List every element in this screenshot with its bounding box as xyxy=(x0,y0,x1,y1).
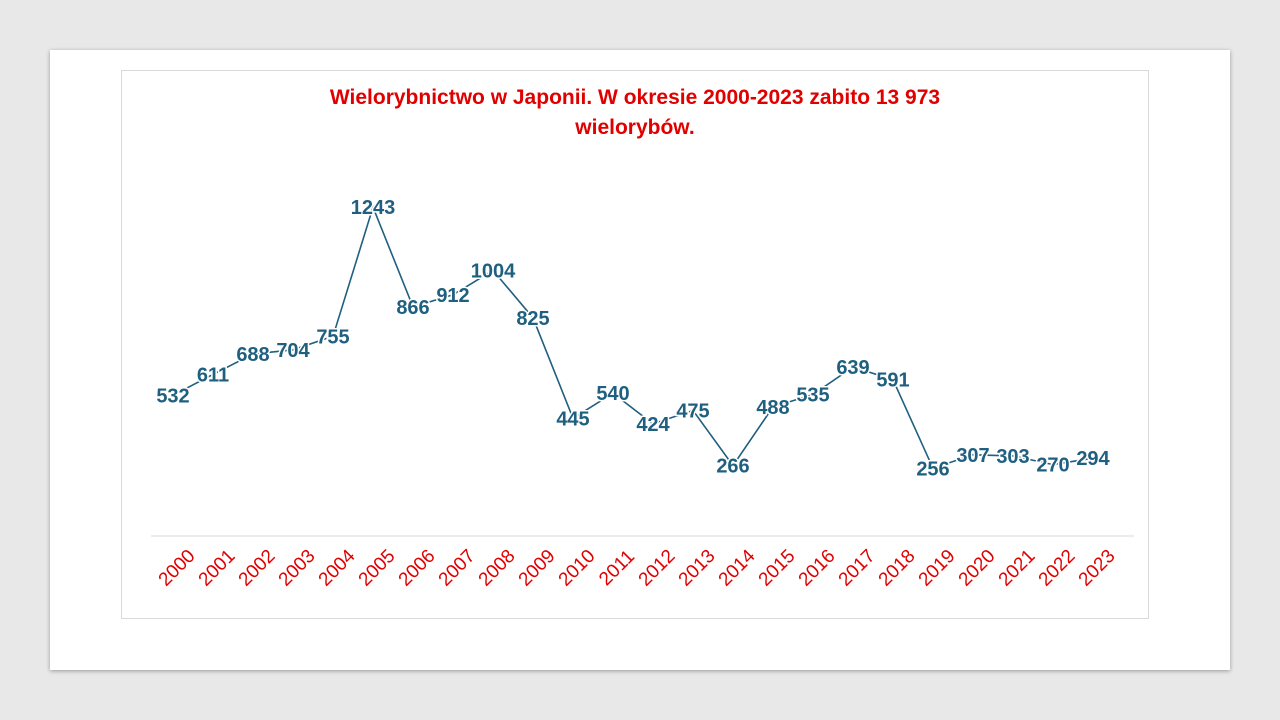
data-label-2015: 488 xyxy=(756,397,789,419)
data-point-2004 xyxy=(332,335,334,338)
x-tick-label-2002: 2002 xyxy=(235,546,280,591)
data-point-2016 xyxy=(812,393,814,396)
data-point-2015 xyxy=(772,405,774,408)
x-tick-label-2012: 2012 xyxy=(635,546,680,591)
data-point-2019 xyxy=(932,467,934,470)
data-label-2008: 1004 xyxy=(471,260,516,282)
x-tick-label-2020: 2020 xyxy=(955,546,1000,591)
data-label-2017: 639 xyxy=(836,357,869,379)
data-point-2003 xyxy=(292,348,294,351)
data-label-2003: 704 xyxy=(276,340,310,362)
data-label-2005: 1243 xyxy=(351,197,396,219)
data-label-2013: 475 xyxy=(676,400,709,422)
x-tick-label-2005: 2005 xyxy=(355,546,400,591)
x-tick-label-2015: 2015 xyxy=(755,546,800,591)
x-tick-label-2019: 2019 xyxy=(915,546,960,591)
x-tick-label-2021: 2021 xyxy=(995,546,1040,591)
x-tick-label-2014: 2014 xyxy=(715,545,760,590)
chart-frame: 532 611 688 704 755 1243 866 912 1004 825 445 540 42… xyxy=(121,70,1149,619)
data-point-2014 xyxy=(732,464,734,467)
x-tick-label-2009: 2009 xyxy=(515,546,560,591)
x-tick-label-2016: 2016 xyxy=(795,546,840,591)
data-point-2021 xyxy=(1012,454,1014,457)
x-tick-label-2008: 2008 xyxy=(475,546,520,591)
data-label-2000: 532 xyxy=(156,385,189,407)
data-point-2017 xyxy=(852,365,854,368)
data-point-2007 xyxy=(452,293,454,296)
data-point-2002 xyxy=(252,353,254,356)
x-tick-label-2003: 2003 xyxy=(275,546,320,591)
chart-title-line-1: Wielorybnictwo w Japonii. W okresie 2000… xyxy=(329,86,941,109)
data-point-2005 xyxy=(372,206,374,209)
data-point-2000 xyxy=(172,394,174,397)
x-tick-label-2022: 2022 xyxy=(1035,546,1080,591)
data-label-2016: 535 xyxy=(796,384,829,406)
data-point-2022 xyxy=(1052,463,1054,466)
slide: 532 611 688 704 755 1243 866 912 1004 825 445 540 42… xyxy=(50,50,1230,670)
x-tick-label-2018: 2018 xyxy=(875,546,920,591)
data-label-2011: 540 xyxy=(596,383,629,405)
data-label-2023: 294 xyxy=(1076,448,1110,470)
data-point-2023 xyxy=(1092,457,1094,460)
x-tick-label-2011: 2011 xyxy=(595,546,639,590)
series-line xyxy=(172,204,1094,470)
data-label-2001: 611 xyxy=(197,364,229,386)
data-label-2018: 591 xyxy=(876,370,909,392)
data-label-2004: 755 xyxy=(316,326,349,348)
x-tick-label-2023: 2023 xyxy=(1075,546,1120,591)
data-point-2008 xyxy=(492,269,494,272)
data-point-2013 xyxy=(692,409,694,412)
x-tick-label-2000: 2000 xyxy=(155,546,200,591)
chart-title-line-2: wielorybów. xyxy=(575,116,695,139)
x-tick-label-2006: 2006 xyxy=(395,546,440,591)
data-label-2009: 825 xyxy=(516,308,549,330)
data-point-2001 xyxy=(212,373,214,376)
data-label-2014: 266 xyxy=(716,456,749,478)
data-label-2020: 307 xyxy=(956,445,989,467)
x-tick-label-2004: 2004 xyxy=(315,545,360,590)
data-label-2007: 912 xyxy=(436,285,469,307)
data-label-2010: 445 xyxy=(556,408,589,430)
data-label-2002: 688 xyxy=(236,344,269,366)
data-label-2019: 256 xyxy=(916,458,949,480)
data-point-2010 xyxy=(572,417,574,420)
data-point-2009 xyxy=(532,316,534,319)
data-label-2021: 303 xyxy=(996,446,1029,468)
x-tick-label-2017: 2017 xyxy=(835,546,880,591)
data-label-2012: 424 xyxy=(636,414,670,436)
data-point-2006 xyxy=(412,305,414,308)
data-point-2012 xyxy=(652,422,654,425)
chart-title: Wielorybnictwo w Japonii. W okresie 2000… xyxy=(122,83,1148,143)
data-point-2011 xyxy=(612,392,614,395)
data-point-2020 xyxy=(972,453,974,456)
x-tick-label-2007: 2007 xyxy=(435,546,480,591)
x-tick-label-2010: 2010 xyxy=(555,546,600,591)
data-point-2018 xyxy=(892,378,894,381)
data-label-2006: 866 xyxy=(396,297,429,319)
x-tick-label-2001: 2001 xyxy=(195,546,240,591)
data-label-2022: 270 xyxy=(1036,455,1069,477)
x-tick-label-2013: 2013 xyxy=(675,546,720,591)
